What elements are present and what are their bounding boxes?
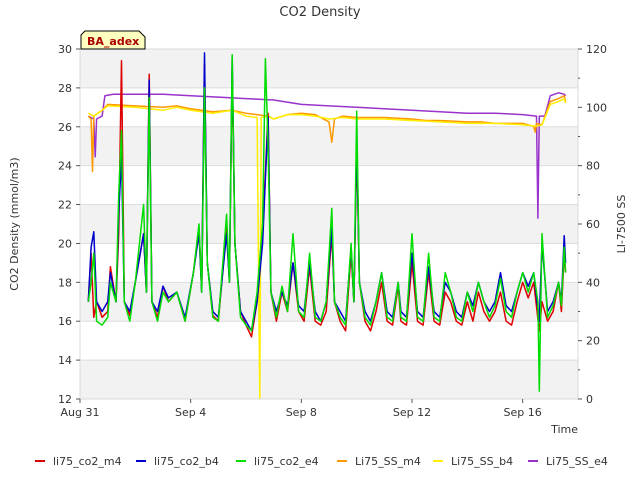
y-tick-label: 28 <box>58 82 72 95</box>
x-tick-label: Sep 8 <box>286 406 317 419</box>
background-band <box>80 360 578 399</box>
y2-tick-label: 0 <box>586 393 593 406</box>
y-tick-label: 14 <box>58 354 72 367</box>
legend-label: Li75_SS_b4 <box>451 455 513 468</box>
x-tick-label: Sep 16 <box>504 406 542 419</box>
legend-item: li75_co2_b4 <box>136 455 219 468</box>
background-bands <box>80 49 578 399</box>
legend-item: li75_co2_e4 <box>236 455 319 468</box>
y-tick-label: 26 <box>58 121 72 134</box>
y2-tick-label: 20 <box>586 335 600 348</box>
legend-label: li75_co2_m4 <box>53 455 122 468</box>
x-tick-label: Aug 31 <box>61 406 100 419</box>
y-tick-label: 24 <box>58 160 72 173</box>
y2-tick-label: 100 <box>586 101 607 114</box>
legend-label: Li75_SS_e4 <box>546 455 608 468</box>
background-band <box>80 49 578 88</box>
y-tick-label: 20 <box>58 237 72 250</box>
legend-label: li75_co2_b4 <box>154 455 219 468</box>
y2-axis-ticks: 0 20 40 60 80 100 120 <box>578 43 607 406</box>
legend-label: Li75_SS_m4 <box>355 455 421 468</box>
background-band <box>80 204 578 244</box>
badge-shape <box>80 30 146 50</box>
x-tick-label: Sep 4 <box>175 406 206 419</box>
legend-item: Li75_SS_e4 <box>528 455 608 468</box>
legend: li75_co2_m4 li75_co2_b4 li75_co2_e4 Li75_SS… <box>35 455 608 468</box>
legend-item: li75_co2_m4 <box>35 455 122 468</box>
y2-tick-label: 80 <box>586 160 600 173</box>
x-axis-ticks: Aug 31 Sep 4 Sep 8 Sep 12 Sep 16 <box>61 399 542 419</box>
y-tick-label: 18 <box>58 276 72 289</box>
background-band <box>80 321 578 361</box>
y-tick-label: 12 <box>58 393 72 406</box>
badge-label: BA_adex <box>87 35 139 48</box>
legend-item: Li75_SS_b4 <box>433 455 513 468</box>
y2-tick-label: 40 <box>586 276 600 289</box>
legend-item: Li75_SS_m4 <box>337 455 421 468</box>
series-line-li75-ss-b4 <box>87 97 567 400</box>
series-line-li75-co2-e4 <box>87 54 567 392</box>
series-line-li75-ss-e4 <box>87 92 567 219</box>
y2-tick-label: 120 <box>586 43 607 56</box>
y2-axis-title: LI-7500 SS <box>615 195 628 254</box>
y2-tick-label: 60 <box>586 218 600 231</box>
y-axis-title: CO2 Density (mmol/m3) <box>8 157 21 290</box>
y-tick-label: 22 <box>58 199 72 212</box>
series-lines <box>87 52 567 400</box>
background-band <box>80 126 578 166</box>
y-axis-ticks: 12 14 16 18 20 22 24 26 28 30 <box>58 43 80 406</box>
y-tick-label: 16 <box>58 315 72 328</box>
background-band <box>80 165 578 205</box>
series-line-li75-ss-m4 <box>87 94 567 173</box>
x-axis-title: Time <box>550 423 578 436</box>
badge: BA_adex <box>80 30 146 50</box>
x-tick-label: Sep 12 <box>393 406 431 419</box>
legend-label: li75_co2_e4 <box>254 455 319 468</box>
y-tick-label: 30 <box>58 43 72 56</box>
chart-title: CO2 Density <box>279 5 360 20</box>
